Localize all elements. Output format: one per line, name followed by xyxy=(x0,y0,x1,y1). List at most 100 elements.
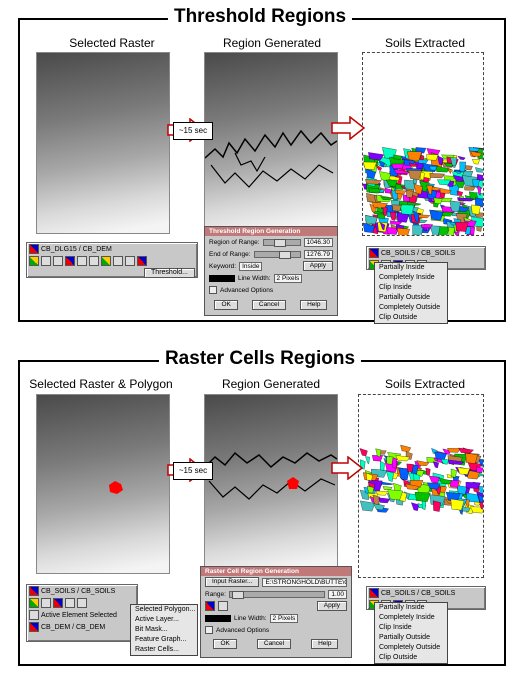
layer-icon[interactable] xyxy=(29,622,39,632)
apply-button[interactable]: Apply xyxy=(316,601,347,611)
ok-button[interactable]: OK xyxy=(214,300,238,310)
soil-polygon xyxy=(366,169,376,179)
menu-item[interactable]: Raster Cells... xyxy=(135,646,179,653)
menu-item[interactable]: Partially Inside xyxy=(379,604,425,611)
tool-icon[interactable] xyxy=(77,256,87,266)
soil-polygon xyxy=(448,459,465,465)
soil-polygon xyxy=(429,225,441,237)
soil-polygon xyxy=(472,179,480,187)
soil-polygon xyxy=(379,222,386,231)
menu-item[interactable]: Active Layer... xyxy=(135,616,179,623)
input-raster-field[interactable]: E:\STRONGHOLD\BUTTE\CB_DEM.RVC xyxy=(262,577,347,587)
ok-button[interactable]: OK xyxy=(213,639,237,649)
line-width-field[interactable]: 2 Pixels xyxy=(269,613,299,623)
soil-polygon xyxy=(389,211,397,221)
menu-item[interactable]: Clip Inside xyxy=(379,284,412,291)
soils-layer-name[interactable]: CB_SOILS / CB_SOILS xyxy=(381,589,456,597)
soil-polygon xyxy=(406,190,414,198)
range-end-slider[interactable] xyxy=(253,250,301,259)
threshold-menu-button[interactable]: Threshold... xyxy=(144,268,195,278)
menu-item[interactable]: Clip Inside xyxy=(379,624,412,631)
input-raster-button[interactable]: Input Raster... xyxy=(205,577,260,587)
soil-polygon xyxy=(394,189,407,195)
layer-icon[interactable] xyxy=(29,244,39,254)
soil-polygon xyxy=(440,458,450,465)
tool-icon[interactable] xyxy=(41,598,51,608)
tool-icon[interactable] xyxy=(113,256,123,266)
line-color-swatch[interactable] xyxy=(205,614,231,622)
menu-item[interactable]: Clip Outside xyxy=(379,314,418,321)
menu-item[interactable]: Completely Inside xyxy=(379,614,435,621)
tool-icon[interactable] xyxy=(65,598,75,608)
soil-polygon xyxy=(439,188,452,194)
cancel-button[interactable]: Cancel xyxy=(251,300,287,310)
menu-item[interactable]: Selected Polygon... xyxy=(135,606,196,613)
advanced-options-checkbox[interactable] xyxy=(205,626,213,634)
soil-polygon xyxy=(387,489,403,501)
tool-icon[interactable] xyxy=(137,256,147,266)
tool-icon[interactable] xyxy=(125,256,135,266)
col-label-soils-extracted: Soils Extracted xyxy=(384,377,466,391)
tool-icon[interactable] xyxy=(53,256,63,266)
tool-icon[interactable] xyxy=(65,256,75,266)
layer-icon[interactable] xyxy=(369,248,379,258)
line-width-field[interactable]: 2 Pixels xyxy=(273,273,303,283)
raster-cell-dialog: Raster Cell Region Generation Input Rast… xyxy=(200,566,352,658)
layer-name[interactable]: Active Element Selected xyxy=(41,611,117,619)
range-end-field[interactable]: 1276.79 xyxy=(303,249,333,259)
layer-icon[interactable] xyxy=(29,586,39,596)
tool-icon[interactable] xyxy=(101,256,111,266)
help-button[interactable]: Help xyxy=(300,300,328,310)
layer-icon[interactable] xyxy=(29,610,39,620)
dialog-title: Raster Cell Region Generation xyxy=(201,567,351,576)
time-label: ~15 sec xyxy=(173,462,213,480)
soil-polygon xyxy=(433,500,441,512)
soil-polygon xyxy=(378,160,385,168)
layer-name[interactable]: CB_DEM / CB_DEM xyxy=(41,623,106,631)
soil-polygon xyxy=(466,469,480,480)
apply-button[interactable]: Apply xyxy=(302,261,333,271)
pick-icon[interactable] xyxy=(205,601,215,611)
menu-item[interactable]: Clip Outside xyxy=(379,654,418,661)
layer-icon[interactable] xyxy=(369,588,379,598)
range-start-slider[interactable] xyxy=(262,238,301,247)
menu-item[interactable]: Bit Mask... xyxy=(135,626,168,633)
keyword-select[interactable]: Inside xyxy=(239,261,263,271)
tool-icon[interactable] xyxy=(41,256,51,266)
menu-item[interactable]: Feature Graph... xyxy=(135,636,187,643)
extract-menu: Partially Inside Completely Inside Clip … xyxy=(374,602,448,664)
help-button[interactable]: Help xyxy=(311,639,339,649)
advanced-options-checkbox[interactable] xyxy=(209,286,217,294)
tool-icon[interactable] xyxy=(89,256,99,266)
tool-icon[interactable] xyxy=(53,598,63,608)
menu-item[interactable]: Partially Inside xyxy=(379,264,425,271)
line-color-swatch[interactable] xyxy=(209,274,235,282)
soil-polygon xyxy=(458,197,475,202)
range-slider[interactable] xyxy=(228,590,326,599)
tool-icon[interactable] xyxy=(29,256,39,266)
soil-polygon xyxy=(450,468,457,478)
soil-polygon xyxy=(459,161,466,173)
soils-layer-name[interactable]: CB_SOILS / CB_SOILS xyxy=(381,249,456,257)
line-width-label: Line Width: xyxy=(238,274,271,282)
cancel-button[interactable]: Cancel xyxy=(256,639,292,649)
pick-icon[interactable] xyxy=(218,601,228,611)
soil-polygon xyxy=(390,186,395,192)
menu-item[interactable]: Completely Outside xyxy=(379,644,441,651)
menu-item[interactable]: Completely Outside xyxy=(379,304,441,311)
range-start-field[interactable]: 1046.30 xyxy=(303,237,333,247)
menu-item[interactable]: Completely Inside xyxy=(379,274,435,281)
soil-polygon xyxy=(475,167,488,173)
soil-polygon xyxy=(365,215,378,225)
layer-name[interactable]: CB_SOILS / CB_SOILS xyxy=(41,587,116,595)
menu-item[interactable]: Partially Outside xyxy=(379,634,430,641)
soil-polygon xyxy=(464,186,476,191)
soil-polygon xyxy=(421,224,434,229)
range-field[interactable]: 1.00 xyxy=(328,589,347,599)
tool-icon[interactable] xyxy=(77,598,87,608)
soil-polygon xyxy=(416,460,430,467)
menu-item[interactable]: Partially Outside xyxy=(379,294,430,301)
tool-icon[interactable] xyxy=(29,598,39,608)
layer-name[interactable]: CB_DLG15 / CB_DEM xyxy=(41,245,112,253)
selected-raster-image xyxy=(36,52,170,234)
